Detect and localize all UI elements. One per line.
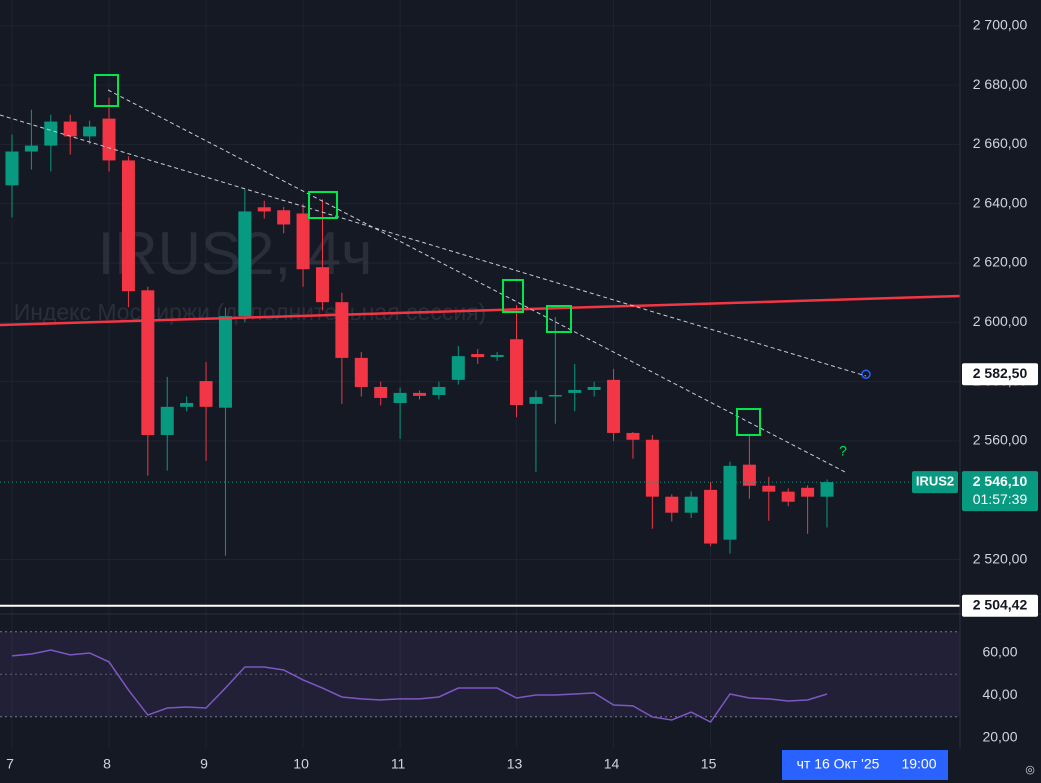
alert-tag xyxy=(962,363,1038,386)
x-tick-label: 15 xyxy=(701,756,717,772)
x-tick-label: 9 xyxy=(200,756,208,772)
candle-body xyxy=(24,145,38,152)
y-tick-label: 2 700,00 xyxy=(973,17,1028,33)
x-tick-label: 8 xyxy=(103,756,111,772)
y-tick-label: 2 620,00 xyxy=(973,254,1028,270)
candle-body xyxy=(607,379,621,433)
candle-body xyxy=(820,482,834,497)
candle-body xyxy=(568,389,582,393)
candle-body xyxy=(44,121,58,146)
x-tick-label: 13 xyxy=(507,756,523,772)
candle-body xyxy=(665,496,679,513)
candle-body xyxy=(63,121,77,137)
marker-box xyxy=(546,305,572,333)
candle-body xyxy=(704,489,718,544)
y-tick-label: 40,00 xyxy=(982,686,1017,702)
marker-box xyxy=(94,74,119,107)
time-marker-time: 19:00 xyxy=(901,756,936,772)
candle-body xyxy=(626,432,640,440)
marker-box xyxy=(308,191,338,219)
candle-body xyxy=(160,406,174,436)
y-tick-label: 2 560,00 xyxy=(973,432,1028,448)
level-tag xyxy=(962,594,1038,617)
candle-body xyxy=(296,213,310,270)
last-price-tag xyxy=(962,471,1038,512)
candle-body xyxy=(781,491,795,502)
y-tick-label: 2 680,00 xyxy=(973,76,1028,92)
y-tick-label: 2 660,00 xyxy=(973,135,1028,151)
candle-body xyxy=(742,464,756,486)
candle-body xyxy=(102,118,116,161)
candle-body xyxy=(5,151,19,186)
y-tick-label: 2 600,00 xyxy=(973,313,1028,329)
candle-body xyxy=(684,496,698,513)
candle-body xyxy=(645,439,659,497)
rsi-line xyxy=(11,649,828,724)
candle-body xyxy=(121,160,135,292)
question-mark: ? xyxy=(839,443,847,459)
candle-body xyxy=(762,485,776,492)
level-label: 2 504,42 xyxy=(973,596,1028,612)
candle-body xyxy=(432,386,446,395)
candle-body xyxy=(471,354,485,358)
symbol-tag xyxy=(912,471,958,494)
y-tick-label: 20,00 xyxy=(982,729,1017,745)
candle-body xyxy=(723,465,737,540)
time-marker xyxy=(782,750,948,780)
drawings: ? xyxy=(0,74,961,473)
candle-body xyxy=(180,402,194,407)
alert-label: 2 582,50 xyxy=(973,365,1028,381)
candle-body xyxy=(83,126,97,137)
candle-body xyxy=(315,267,329,303)
marker-box xyxy=(736,408,761,436)
x-tick-label: 14 xyxy=(604,756,620,772)
marker-box xyxy=(502,279,524,313)
candle-body xyxy=(451,356,465,380)
candle-body xyxy=(587,386,601,390)
x-tick-label: 7 xyxy=(6,756,14,772)
candle-body xyxy=(141,290,155,436)
candle-body xyxy=(335,302,349,358)
candle-body xyxy=(354,357,368,387)
candle-body xyxy=(218,316,232,408)
candle-body xyxy=(510,339,524,406)
settings-icon[interactable]: ◎ xyxy=(1025,764,1035,776)
candle-body xyxy=(393,392,407,403)
candle-body xyxy=(238,211,252,317)
trend-line xyxy=(0,294,961,327)
y-tick-label: 2 640,00 xyxy=(973,194,1028,210)
trend-line xyxy=(0,114,867,377)
y-tick-label: 2 520,00 xyxy=(973,550,1028,566)
candle-body xyxy=(529,397,543,404)
candle-body xyxy=(277,210,291,225)
candle-body xyxy=(413,392,427,396)
time-marker-date: чт 16 Окт '25 xyxy=(797,756,880,772)
countdown-label: 01:57:39 xyxy=(973,491,1028,507)
watermark-title: IRUS2, 4ч xyxy=(98,220,373,287)
y-tick-label: 60,00 xyxy=(982,644,1017,660)
candle-body xyxy=(801,487,815,497)
alert-point xyxy=(861,369,871,379)
x-tick-label: 11 xyxy=(391,756,406,772)
x-tick-label: 10 xyxy=(293,756,309,772)
candle-body xyxy=(199,381,213,407)
candle-body xyxy=(548,394,562,397)
candle-body xyxy=(257,207,271,212)
candle-body xyxy=(490,354,504,358)
candle-body xyxy=(374,386,388,398)
last-price-label: 2 546,10 xyxy=(973,473,1028,489)
trend-line xyxy=(107,89,846,473)
symbol-label: IRUS2 xyxy=(916,474,954,489)
